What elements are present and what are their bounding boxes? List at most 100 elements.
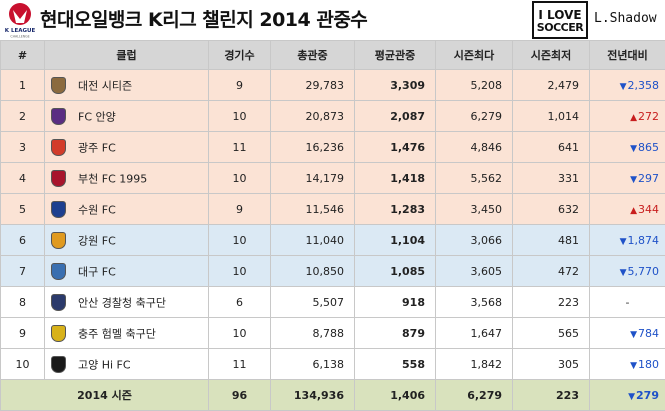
avg-cell: 3,309 (355, 70, 436, 101)
avg-cell: 1,476 (355, 132, 436, 163)
i-love-soccer-logo: I LOVE SOCCER (532, 1, 588, 39)
diff-cell: ▼865 (590, 132, 665, 163)
anyang-emblem-icon (51, 108, 66, 125)
diff-value: 865 (638, 141, 659, 154)
avg-cell: 1,283 (355, 194, 436, 225)
games-cell: 10 (209, 256, 271, 287)
diff-cell: ▲344 (590, 194, 665, 225)
logo-text: K LEAGUE (5, 28, 36, 34)
diff-value: - (626, 296, 630, 309)
total-min: 223 (513, 380, 590, 411)
table-header-row: # 클럽 경기수 총관중 평균관중 시즌최다 시즌최저 전년대비 (1, 41, 665, 70)
games-cell: 9 (209, 70, 271, 101)
col-header-club: 클럽 (45, 41, 209, 70)
diff-value: 297 (638, 172, 659, 185)
rank-cell: 5 (1, 194, 45, 225)
up-arrow-icon: ▲ (630, 206, 637, 216)
total-games: 96 (209, 380, 271, 411)
diff-cell: ▲272 (590, 101, 665, 132)
min-cell: 331 (513, 163, 590, 194)
down-arrow-icon: ▼ (630, 175, 637, 185)
gangwon-emblem-icon (51, 232, 66, 249)
max-cell: 3,450 (436, 194, 513, 225)
diff-value: 180 (638, 358, 659, 371)
diff-value: 784 (638, 327, 659, 340)
logo-subtext: CHALLENGE (10, 35, 29, 39)
col-header-rank: # (1, 41, 45, 70)
diff-cell: ▼2,358 (590, 70, 665, 101)
max-cell: 3,605 (436, 256, 513, 287)
rank-cell: 1 (1, 70, 45, 101)
club-name: 고양 Hi FC (78, 358, 131, 371)
diff-value: 2,358 (628, 79, 660, 92)
down-arrow-icon: ▼ (630, 330, 637, 340)
ils-line2: SOCCER (534, 22, 586, 33)
club-name: 부천 FC 1995 (78, 172, 147, 185)
max-cell: 3,066 (436, 225, 513, 256)
club-cell: 대전 시티즌 (45, 70, 209, 101)
goyang-emblem-icon (51, 356, 66, 373)
diff-cell: ▼1,874 (590, 225, 665, 256)
club-name: 대전 시티즌 (78, 79, 132, 92)
club-cell: 광주 FC (45, 132, 209, 163)
games-cell: 10 (209, 225, 271, 256)
max-cell: 5,562 (436, 163, 513, 194)
games-cell: 6 (209, 287, 271, 318)
suwon-emblem-icon (51, 201, 66, 218)
total-attendance: 134,936 (271, 380, 355, 411)
club-name: 충주 험멜 축구단 (78, 327, 156, 340)
club-name: 광주 FC (78, 141, 116, 154)
club-cell: 강원 FC (45, 225, 209, 256)
games-cell: 10 (209, 101, 271, 132)
club-name: 강원 FC (78, 234, 116, 247)
diff-value: 5,770 (628, 265, 660, 278)
club-cell: 수원 FC (45, 194, 209, 225)
bucheon-emblem-icon (51, 170, 66, 187)
max-cell: 1,842 (436, 349, 513, 380)
min-cell: 472 (513, 256, 590, 287)
chungju-emblem-icon (51, 325, 66, 342)
rank-cell: 9 (1, 318, 45, 349)
diff-cell: ▼784 (590, 318, 665, 349)
diff-value: 1,874 (628, 234, 660, 247)
avg-cell: 2,087 (355, 101, 436, 132)
diff-cell: ▼297 (590, 163, 665, 194)
max-cell: 4,846 (436, 132, 513, 163)
down-arrow-icon: ▼ (630, 144, 637, 154)
col-header-diff: 전년대비 (590, 41, 665, 70)
total-cell: 8,788 (271, 318, 355, 349)
total-diff-value: 279 (636, 389, 659, 402)
diff-value: 344 (638, 203, 659, 216)
min-cell: 1,014 (513, 101, 590, 132)
club-cell: 안산 경찰청 축구단 (45, 287, 209, 318)
k-league-challenge-logo-icon: K LEAGUE CHALLENGE (3, 1, 37, 39)
total-cell: 11,040 (271, 225, 355, 256)
ansan-police-emblem-icon (51, 294, 66, 311)
down-arrow-icon: ▼ (620, 268, 627, 278)
club-cell: 충주 험멜 축구단 (45, 318, 209, 349)
max-cell: 6,279 (436, 101, 513, 132)
club-name: 수원 FC (78, 203, 116, 216)
games-cell: 11 (209, 349, 271, 380)
min-cell: 641 (513, 132, 590, 163)
total-label: 2014 시즌 (1, 380, 209, 411)
total-cell: 16,236 (271, 132, 355, 163)
club-cell: FC 안양 (45, 101, 209, 132)
club-name: 대구 FC (78, 265, 116, 278)
club-cell: 부천 FC 1995 (45, 163, 209, 194)
page-title: 현대오일뱅크 K리그 챌린지 2014 관중수 (40, 5, 367, 32)
rank-cell: 6 (1, 225, 45, 256)
min-cell: 481 (513, 225, 590, 256)
down-arrow-icon: ▼ (628, 392, 635, 402)
max-cell: 5,208 (436, 70, 513, 101)
col-header-games: 경기수 (209, 41, 271, 70)
avg-cell: 1,104 (355, 225, 436, 256)
down-arrow-icon: ▼ (630, 361, 637, 371)
total-cell: 6,138 (271, 349, 355, 380)
